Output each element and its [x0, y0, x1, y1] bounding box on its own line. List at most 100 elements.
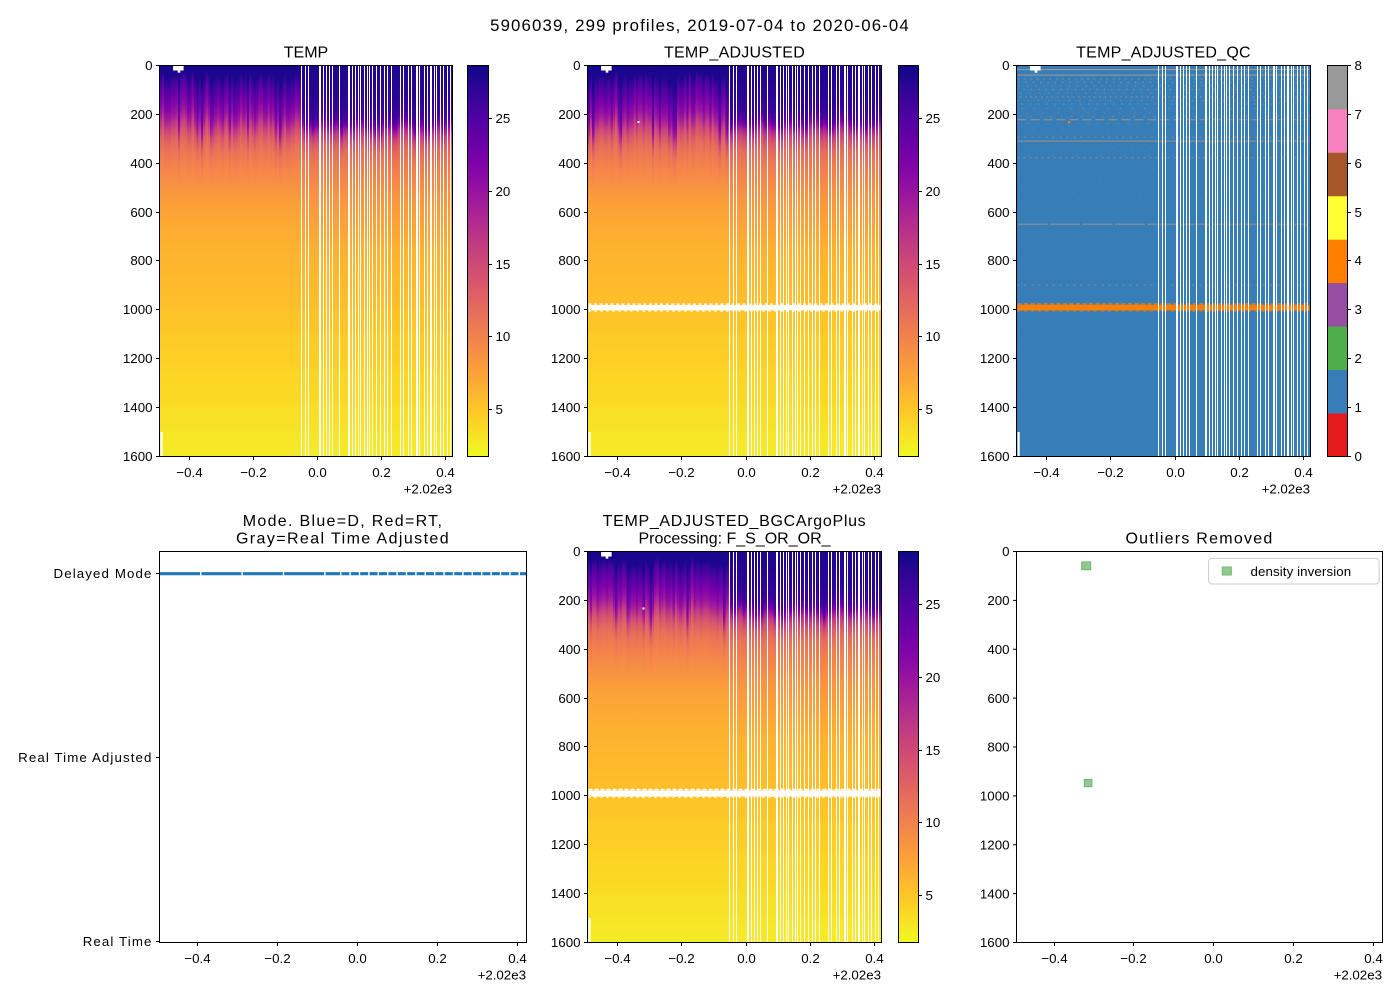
svg-text:0.4: 0.4: [1294, 465, 1313, 480]
svg-text:TEMP_ADJUSTED_QC: TEMP_ADJUSTED_QC: [1076, 44, 1251, 61]
svg-text:−0.4: −0.4: [604, 951, 630, 966]
svg-text:0.4: 0.4: [1364, 951, 1383, 966]
svg-text:TEMP: TEMP: [284, 44, 328, 61]
svg-text:−0.2: −0.2: [240, 465, 266, 480]
svg-text:−0.2: −0.2: [1097, 465, 1123, 480]
svg-text:−0.2: −0.2: [1120, 951, 1146, 966]
svg-text:1600: 1600: [551, 449, 581, 464]
svg-text:+2.02e3: +2.02e3: [1334, 968, 1382, 983]
svg-text:0.4: 0.4: [436, 465, 455, 480]
svg-text:15: 15: [926, 743, 941, 758]
svg-text:15: 15: [496, 257, 511, 272]
svg-text:4: 4: [1355, 253, 1362, 268]
svg-text:Gray=Real Time Adjusted: Gray=Real Time Adjusted: [236, 530, 450, 547]
svg-text:0: 0: [1002, 58, 1009, 73]
svg-text:10: 10: [496, 329, 511, 344]
svg-text:1600: 1600: [123, 449, 153, 464]
svg-text:0.4: 0.4: [865, 951, 884, 966]
svg-text:+2.02e3: +2.02e3: [1262, 482, 1310, 497]
svg-text:1200: 1200: [980, 837, 1010, 852]
svg-text:0.0: 0.0: [737, 951, 756, 966]
svg-text:1200: 1200: [980, 351, 1010, 366]
svg-text:8: 8: [1355, 58, 1362, 73]
svg-text:0.2: 0.2: [372, 465, 391, 480]
svg-text:0.0: 0.0: [308, 465, 327, 480]
svg-text:5: 5: [926, 888, 933, 903]
svg-text:600: 600: [558, 205, 580, 220]
svg-text:5: 5: [1355, 205, 1362, 220]
svg-text:400: 400: [558, 642, 580, 657]
svg-text:1: 1: [1355, 400, 1362, 415]
svg-text:Real Time: Real Time: [83, 934, 153, 949]
svg-text:6: 6: [1355, 156, 1362, 171]
svg-text:600: 600: [130, 205, 152, 220]
svg-text:0.0: 0.0: [737, 465, 756, 480]
svg-text:0: 0: [573, 544, 580, 559]
svg-text:10: 10: [926, 815, 941, 830]
svg-text:1600: 1600: [980, 935, 1010, 950]
svg-text:400: 400: [558, 156, 580, 171]
svg-text:1600: 1600: [980, 449, 1010, 464]
svg-text:200: 200: [558, 593, 580, 608]
svg-text:TEMP_ADJUSTED_BGCArgoPlus: TEMP_ADJUSTED_BGCArgoPlus: [603, 513, 867, 530]
svg-text:1400: 1400: [551, 886, 581, 901]
svg-text:1600: 1600: [551, 935, 581, 950]
svg-text:7: 7: [1355, 107, 1362, 122]
svg-text:Delayed Mode: Delayed Mode: [54, 566, 153, 581]
svg-text:1400: 1400: [123, 400, 153, 415]
svg-text:0: 0: [1355, 449, 1362, 464]
svg-text:0.0: 0.0: [348, 951, 367, 966]
svg-text:0.2: 0.2: [1284, 951, 1303, 966]
svg-text:+2.02e3: +2.02e3: [478, 968, 526, 983]
svg-text:200: 200: [987, 107, 1009, 122]
svg-text:2: 2: [1355, 351, 1362, 366]
svg-text:1000: 1000: [980, 302, 1010, 317]
svg-text:3: 3: [1355, 302, 1362, 317]
svg-text:10: 10: [926, 329, 941, 344]
svg-text:800: 800: [987, 253, 1009, 268]
svg-text:600: 600: [987, 205, 1009, 220]
svg-text:1400: 1400: [980, 886, 1010, 901]
svg-text:TEMP_ADJUSTED: TEMP_ADJUSTED: [664, 44, 805, 61]
svg-text:200: 200: [558, 107, 580, 122]
svg-text:−0.4: −0.4: [184, 951, 210, 966]
svg-text:+2.02e3: +2.02e3: [833, 482, 881, 497]
svg-text:800: 800: [987, 740, 1009, 755]
svg-text:−0.2: −0.2: [668, 465, 694, 480]
svg-text:1000: 1000: [980, 789, 1010, 804]
svg-text:0.2: 0.2: [1230, 465, 1249, 480]
svg-text:20: 20: [496, 184, 511, 199]
svg-text:600: 600: [987, 691, 1009, 706]
svg-text:25: 25: [926, 597, 941, 612]
svg-text:5: 5: [496, 402, 503, 417]
svg-text:1200: 1200: [551, 837, 581, 852]
svg-text:600: 600: [558, 691, 580, 706]
svg-text:0.2: 0.2: [428, 951, 447, 966]
svg-text:0.2: 0.2: [801, 465, 820, 480]
svg-text:1000: 1000: [551, 302, 581, 317]
svg-text:1400: 1400: [980, 400, 1010, 415]
svg-text:5906039, 299 profiles, 2019-07: 5906039, 299 profiles, 2019-07-04 to 202…: [490, 16, 910, 35]
svg-text:1400: 1400: [551, 400, 581, 415]
svg-text:15: 15: [926, 257, 941, 272]
svg-text:0: 0: [1002, 544, 1009, 559]
svg-text:Real Time Adjusted: Real Time Adjusted: [18, 750, 152, 765]
svg-text:density inversion: density inversion: [1251, 564, 1352, 579]
svg-text:0: 0: [145, 58, 152, 73]
svg-text:1000: 1000: [123, 302, 153, 317]
svg-text:−0.4: −0.4: [1041, 951, 1067, 966]
svg-text:−0.4: −0.4: [1033, 465, 1059, 480]
svg-text:5: 5: [926, 402, 933, 417]
svg-text:−0.2: −0.2: [264, 951, 290, 966]
svg-text:800: 800: [558, 253, 580, 268]
svg-text:1000: 1000: [551, 788, 581, 803]
svg-text:1200: 1200: [551, 351, 581, 366]
svg-text:0.0: 0.0: [1166, 465, 1185, 480]
svg-text:20: 20: [926, 670, 941, 685]
svg-text:−0.2: −0.2: [668, 951, 694, 966]
svg-text:200: 200: [130, 107, 152, 122]
svg-text:1200: 1200: [123, 351, 153, 366]
svg-text:−0.4: −0.4: [176, 465, 202, 480]
svg-text:Outliers Removed: Outliers Removed: [1125, 530, 1273, 547]
svg-text:25: 25: [926, 111, 941, 126]
